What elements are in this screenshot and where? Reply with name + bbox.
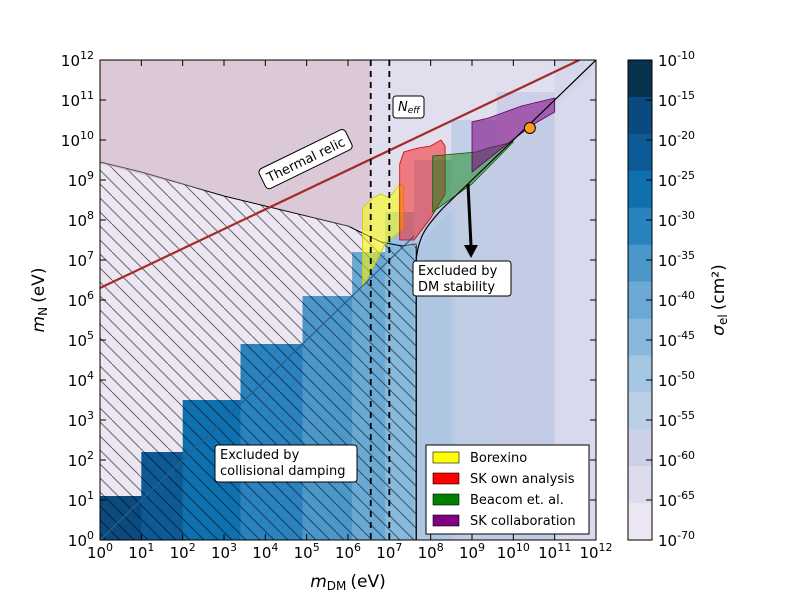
dm-stability-boundary bbox=[415, 60, 596, 540]
collisional-damping-line-1: Excluded by bbox=[220, 448, 300, 463]
x-axis-title: mDM (eV) bbox=[310, 572, 386, 593]
collisional-damping-boundary bbox=[100, 161, 417, 540]
y-axis-ticks: 100 101 102 103 104 105 106 107 108 109 1010 1011 10… bbox=[61, 49, 596, 550]
benchmark-point bbox=[523, 122, 536, 134]
colorbar-block bbox=[628, 60, 652, 98]
colorbar-tick-label: 10-25 bbox=[658, 169, 695, 190]
x-tick-label: 104 bbox=[252, 541, 278, 562]
x-tick-label: 105 bbox=[294, 541, 320, 562]
y-tick-label: 107 bbox=[68, 249, 94, 270]
colorbar-tick-label: 10-20 bbox=[658, 129, 695, 150]
colorbar-block bbox=[628, 207, 652, 246]
colorbar-tick-label: 10-45 bbox=[658, 329, 695, 350]
legend-label: SK own analysis bbox=[470, 472, 575, 487]
colorbar-tick-label: 10-55 bbox=[658, 409, 695, 430]
neff-label: Neff bbox=[398, 100, 421, 116]
legend-swatch bbox=[432, 451, 460, 464]
y-tick-label: 104 bbox=[68, 369, 94, 390]
colorbar-block bbox=[628, 355, 652, 393]
legend-swatch bbox=[432, 472, 460, 485]
dm-stability-arrow bbox=[466, 183, 473, 247]
y-tick-label: 1010 bbox=[61, 129, 94, 150]
neff-annotation: Neff bbox=[392, 95, 425, 119]
sk-collaboration-region bbox=[471, 97, 556, 173]
colorbar-block bbox=[628, 318, 652, 356]
colorbar-block bbox=[628, 133, 652, 172]
colorbar-block bbox=[628, 170, 652, 209]
y-tick-label: 103 bbox=[68, 409, 94, 430]
y-tick-label: 108 bbox=[68, 209, 94, 230]
collisional-damping-line-2: collisional damping bbox=[220, 464, 345, 479]
colorbar-tick-label: 10-70 bbox=[658, 529, 695, 550]
legend-label: Beacom et. al. bbox=[470, 493, 564, 508]
y-axis-title: mN(eV) bbox=[29, 268, 50, 333]
legend: Borexino SK own analysis Beacom et. al. SK … bbox=[425, 444, 590, 535]
colorbar-title: σel(cm²) bbox=[709, 264, 730, 336]
colorbar-block bbox=[628, 392, 652, 430]
x-tick-label: 101 bbox=[128, 541, 154, 562]
colorbar-tick-label: 10-10 bbox=[658, 49, 695, 70]
diagonal-line bbox=[100, 235, 415, 540]
colorbar-block bbox=[628, 244, 652, 283]
x-tick-label: 102 bbox=[170, 541, 196, 562]
dm-stability-arrowhead bbox=[464, 245, 478, 258]
y-tick-label: 102 bbox=[68, 449, 94, 470]
collisional-damping-annotation: Excluded by collisional damping bbox=[214, 444, 358, 483]
x-tick-label: 1011 bbox=[538, 541, 571, 562]
y-tick-label: 101 bbox=[68, 489, 94, 510]
colorbar-block bbox=[628, 466, 652, 504]
colorbar-tick-label: 10-65 bbox=[658, 489, 695, 510]
neff-excluded-region bbox=[100, 60, 371, 232]
dm-stability-line-1: Excluded by bbox=[418, 264, 498, 279]
colorbar-tick-label: 10-60 bbox=[658, 449, 695, 470]
y-tick-label: 1012 bbox=[61, 49, 94, 70]
x-tick-label: 109 bbox=[459, 541, 485, 562]
legend-swatch bbox=[432, 493, 460, 506]
x-tick-label: 100 bbox=[87, 541, 113, 562]
legend-label: SK collaboration bbox=[470, 514, 576, 529]
x-tick-label: 108 bbox=[418, 541, 444, 562]
colorbar-block bbox=[628, 503, 652, 541]
colorbar: 10-10 10-15 10-20 10-25 10-30 10-35 10-40 10-45… bbox=[627, 49, 730, 550]
colorbar-tick-label: 10-50 bbox=[658, 369, 695, 390]
colorbar-tick-label: 10-30 bbox=[658, 209, 695, 230]
colorbar-block bbox=[628, 96, 652, 135]
y-tick-label: 1011 bbox=[61, 89, 94, 110]
y-tick-label: 109 bbox=[68, 169, 94, 190]
colorbar-tick-label: 10-40 bbox=[658, 289, 695, 310]
x-tick-label: 106 bbox=[335, 541, 361, 562]
contour-band bbox=[554, 60, 596, 540]
sk-own-analysis-region bbox=[399, 139, 446, 241]
borexino-region bbox=[362, 183, 405, 289]
x-axis-ticks: 100 101 102 103 104 105 106 107 108 109 1010 1011 10… bbox=[87, 60, 613, 562]
colorbar-tick-label: 10-35 bbox=[658, 249, 695, 270]
y-tick-label: 100 bbox=[68, 529, 94, 550]
legend-swatch bbox=[432, 514, 460, 527]
x-tick-label: 107 bbox=[376, 541, 402, 562]
x-tick-label: 1012 bbox=[579, 541, 612, 562]
colorbar-block bbox=[628, 429, 652, 467]
dm-stability-line-2: DM stability bbox=[418, 280, 495, 295]
x-tick-label: 1010 bbox=[497, 541, 530, 562]
thermal-relic-line bbox=[100, 60, 580, 289]
x-tick-label: 103 bbox=[211, 541, 237, 562]
colorbar-tick-label: 10-15 bbox=[658, 89, 695, 110]
dm-stability-annotation: Excluded by DM stability bbox=[412, 260, 512, 297]
y-tick-label: 105 bbox=[68, 329, 94, 350]
y-tick-label: 106 bbox=[68, 289, 94, 310]
legend-label: Borexino bbox=[470, 451, 527, 466]
